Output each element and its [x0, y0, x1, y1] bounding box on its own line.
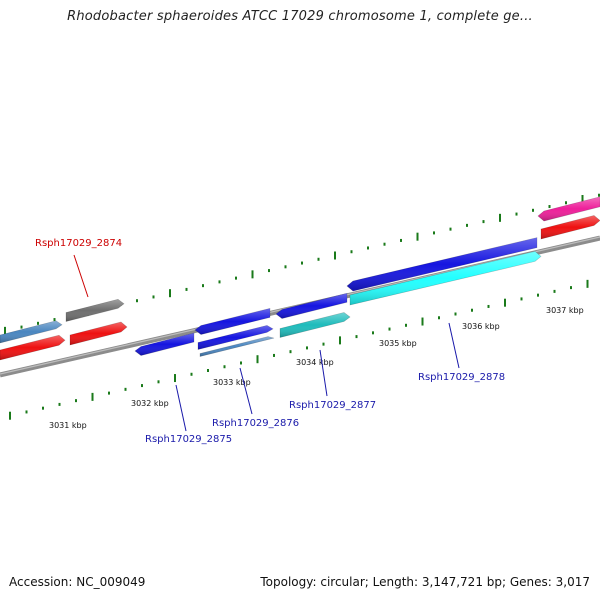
red-gene-mid-shading: [70, 322, 127, 345]
label-connector-line: [175, 384, 187, 432]
gene-features: [0, 196, 600, 361]
gray-gene-2874-shading: [66, 299, 124, 322]
label-connector-line: [73, 254, 89, 298]
label-connector-line: [448, 322, 460, 369]
scale-label: 3031 kbp: [49, 421, 87, 430]
gene-label[interactable]: Rsph17029_2876: [212, 418, 299, 429]
teal-gene-2877-shading: [280, 312, 350, 338]
red-gene-right-shading: [541, 215, 600, 239]
accession-text: Accession: NC_009049: [9, 575, 146, 589]
map-title: Rhodobacter sphaeroides ATCC 17029 chrom…: [67, 9, 533, 24]
gene-label[interactable]: Rsph17029_2875: [145, 434, 232, 445]
gene-label[interactable]: Rsph17029_2878: [418, 372, 505, 383]
scale-label: 3034 kbp: [296, 358, 334, 367]
blue-gene-2876b-shading: [198, 325, 273, 350]
blue-gene-2876a-shading: [195, 308, 270, 335]
cyan-gene-2878-shading: [350, 251, 541, 305]
steelblue-gene-2876-shading: [200, 336, 274, 357]
gene-label[interactable]: Rsph17029_2874: [35, 238, 122, 249]
genome-summary-text: Topology: circular; Length: 3,147,721 bp…: [260, 575, 590, 589]
label-connectors: [73, 254, 460, 432]
scale-label: 3033 kbp: [213, 378, 251, 387]
label-connector-line: [319, 349, 328, 397]
steelblue-gene-left-shading: [0, 320, 62, 343]
red-gene-left-shading: [0, 335, 65, 360]
scale-label: 3036 kbp: [462, 322, 500, 331]
scale-label: 3035 kbp: [379, 339, 417, 348]
scale-label: 3037 kbp: [546, 306, 584, 315]
blue-gene-2877-shading: [276, 293, 347, 319]
scale-ticks-lower: [9, 279, 589, 420]
gene-labels: Rsph17029_2874 Rsph17029_2875 Rsph17029_28…: [35, 238, 505, 445]
gene-label[interactable]: Rsph17029_2877: [289, 400, 376, 411]
blue-gene-long-shading: [347, 237, 537, 291]
blue-gene-2875-shading: [135, 333, 194, 356]
label-connector-line: [239, 367, 253, 415]
pink-gene-right-shading: [538, 196, 600, 221]
scale-labels: 3031 kbp 3032 kbp 3033 kbp 3034 kbp 3035 kbp…: [49, 306, 584, 430]
scale-label: 3032 kbp: [131, 399, 169, 408]
